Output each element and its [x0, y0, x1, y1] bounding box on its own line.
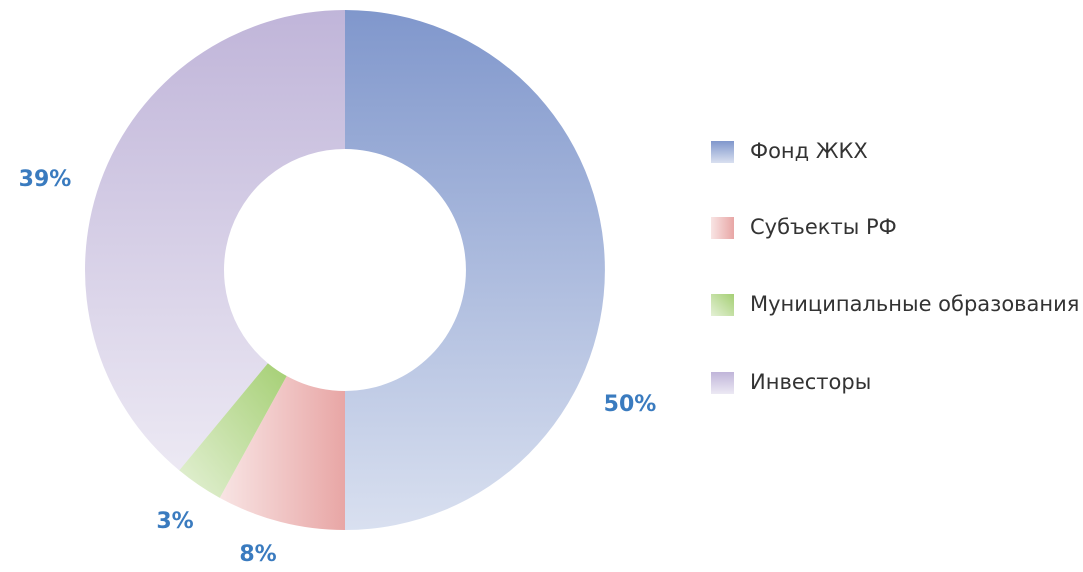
- legend-label: Муниципальные образования: [750, 292, 1079, 316]
- value-label: 39%: [19, 167, 72, 192]
- legend-swatch: [711, 141, 734, 163]
- legend-label: Инвесторы: [750, 370, 871, 394]
- value-label: 8%: [239, 542, 276, 567]
- donut-slice: [85, 10, 346, 471]
- legend-label: Фонд ЖКХ: [750, 139, 868, 163]
- legend-swatch: [711, 294, 734, 316]
- legend-swatch: [711, 217, 734, 239]
- value-label: 3%: [156, 509, 193, 534]
- donut-slice: [179, 363, 287, 498]
- legend-label: Субъекты РФ: [750, 215, 897, 239]
- value-label: 50%: [604, 392, 657, 417]
- legend-swatch: [711, 372, 734, 394]
- donut-slice: [345, 10, 605, 530]
- donut-slice: [219, 376, 345, 530]
